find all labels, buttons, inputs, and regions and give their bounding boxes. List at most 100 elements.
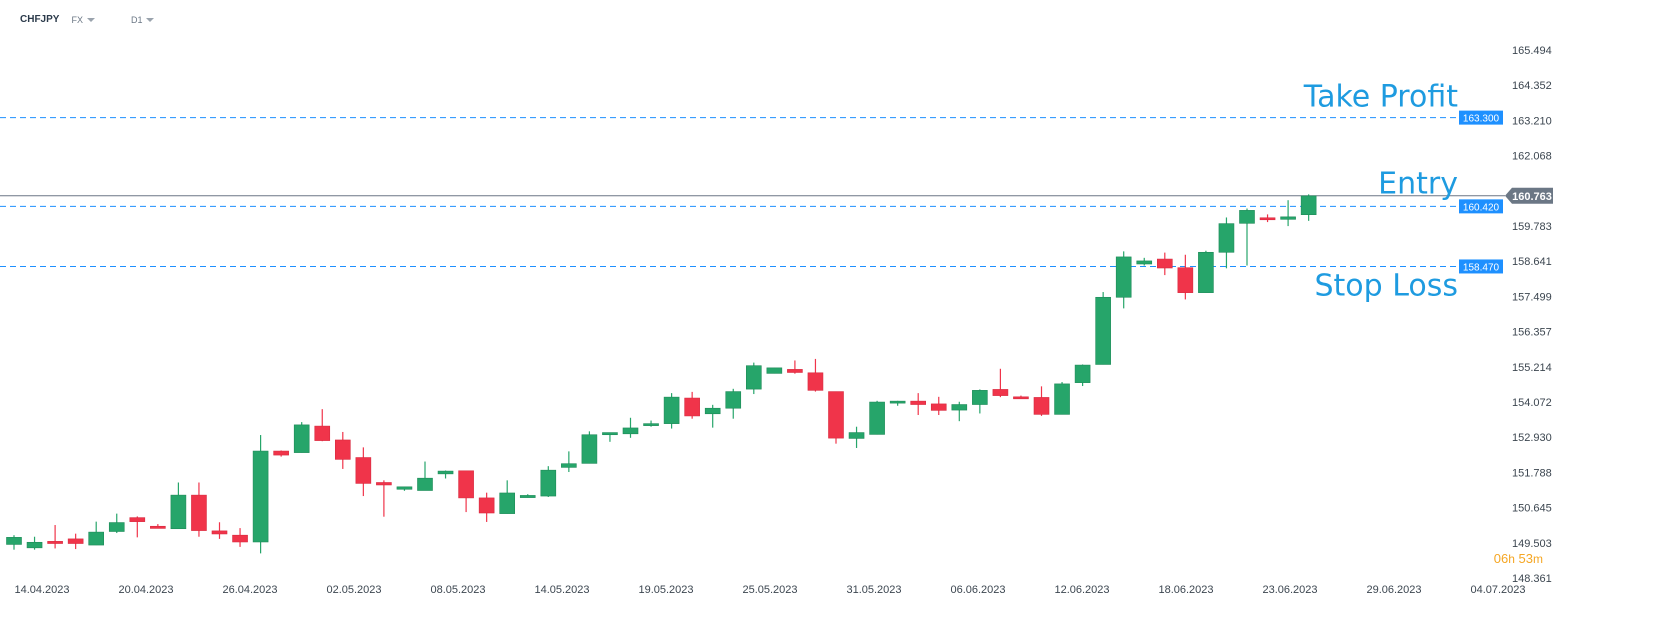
- candle[interactable]: [766, 367, 783, 374]
- x-tick-label: 20.04.2023: [118, 584, 173, 596]
- candle[interactable]: [1280, 200, 1296, 227]
- chart-toolbar: CHFJPY FX D1: [20, 14, 190, 25]
- candle[interactable]: [602, 432, 618, 442]
- x-tick-label: 08.05.2023: [430, 584, 485, 596]
- candle[interactable]: [643, 420, 659, 427]
- candle-body: [766, 367, 783, 374]
- candle[interactable]: [47, 525, 63, 549]
- candle[interactable]: [1300, 194, 1317, 221]
- candle-body: [1198, 251, 1214, 293]
- candle[interactable]: [334, 431, 351, 469]
- candle[interactable]: [458, 470, 474, 513]
- candle[interactable]: [704, 404, 721, 428]
- candle[interactable]: [1115, 251, 1132, 309]
- candle-body: [1157, 258, 1173, 269]
- candle[interactable]: [252, 435, 269, 554]
- candle[interactable]: [150, 524, 166, 529]
- candle[interactable]: [478, 492, 495, 522]
- candle-body: [602, 432, 618, 436]
- candle[interactable]: [1259, 214, 1276, 223]
- candle[interactable]: [684, 391, 700, 419]
- candle[interactable]: [1136, 257, 1153, 266]
- candle[interactable]: [1218, 217, 1235, 269]
- candle[interactable]: [6, 535, 22, 550]
- candle[interactable]: [663, 393, 680, 429]
- candle-body: [437, 470, 454, 475]
- candle[interactable]: [1074, 364, 1091, 387]
- candle[interactable]: [88, 521, 104, 546]
- candle[interactable]: [396, 486, 413, 491]
- candle[interactable]: [273, 450, 289, 457]
- market-selector[interactable]: FX: [71, 14, 83, 25]
- timeframe-selector[interactable]: D1: [130, 14, 143, 25]
- candle[interactable]: [992, 368, 1009, 398]
- candle[interactable]: [191, 482, 207, 537]
- candle[interactable]: [1095, 292, 1111, 365]
- x-tick-label: 26.04.2023: [222, 584, 277, 596]
- candle[interactable]: [828, 391, 844, 444]
- candle-body: [1013, 396, 1029, 400]
- candle[interactable]: [376, 480, 392, 517]
- candle[interactable]: [1198, 250, 1214, 293]
- candle[interactable]: [26, 536, 43, 550]
- candle[interactable]: [1239, 208, 1255, 266]
- countdown-hours: 06: [1493, 551, 1509, 566]
- candle[interactable]: [972, 389, 988, 414]
- x-tick-label: 23.06.2023: [1262, 584, 1317, 596]
- candle[interactable]: [314, 409, 331, 442]
- candle-body: [1259, 217, 1276, 221]
- candle[interactable]: [129, 516, 146, 538]
- candle[interactable]: [170, 482, 187, 530]
- candle[interactable]: [848, 426, 865, 448]
- candle[interactable]: [499, 480, 516, 514]
- candle[interactable]: [787, 360, 803, 374]
- candle[interactable]: [108, 513, 125, 534]
- chevron-down-icon[interactable]: [86, 18, 95, 22]
- y-tick-label: 151.788: [1512, 467, 1552, 479]
- candle[interactable]: [725, 388, 742, 419]
- candle-body: [1095, 296, 1111, 365]
- candle-body: [150, 525, 166, 529]
- candle[interactable]: [1177, 254, 1194, 300]
- level-name-label: Take Profit: [1303, 80, 1459, 115]
- candle[interactable]: [1054, 382, 1070, 415]
- candle[interactable]: [581, 431, 598, 464]
- candle[interactable]: [1013, 395, 1029, 400]
- candle-body: [704, 407, 721, 415]
- candle[interactable]: [293, 422, 310, 453]
- candle[interactable]: [951, 401, 968, 422]
- candle[interactable]: [437, 470, 454, 479]
- candle-body: [26, 541, 43, 549]
- candle-body: [519, 495, 536, 498]
- candle-body: [232, 534, 248, 543]
- y-tick-label: 148.361: [1512, 573, 1552, 585]
- candle-body: [910, 400, 927, 405]
- level-value-text: 160.420: [1463, 202, 1500, 213]
- candle[interactable]: [807, 358, 824, 392]
- candle-body: [930, 403, 947, 411]
- candle[interactable]: [540, 466, 557, 497]
- candle[interactable]: [745, 362, 762, 395]
- candle[interactable]: [232, 528, 248, 547]
- chevron-down-icon[interactable]: [146, 18, 155, 22]
- candle[interactable]: [519, 494, 536, 498]
- candle[interactable]: [889, 400, 906, 406]
- candle[interactable]: [211, 522, 228, 539]
- x-tick-label: 06.06.2023: [950, 584, 1005, 596]
- countdown-minutes-unit: m: [1533, 552, 1543, 566]
- candle[interactable]: [1033, 386, 1050, 416]
- candle[interactable]: [355, 447, 372, 497]
- candle-body: [314, 425, 331, 441]
- candle[interactable]: [67, 533, 84, 550]
- candle[interactable]: [869, 400, 885, 435]
- candle[interactable]: [417, 461, 433, 491]
- candle[interactable]: [1157, 252, 1173, 276]
- candle-body: [828, 391, 844, 439]
- y-tick-label: 157.499: [1512, 291, 1552, 303]
- candle[interactable]: [910, 393, 927, 416]
- candle[interactable]: [561, 451, 577, 473]
- candle[interactable]: [622, 417, 639, 438]
- x-tick-label: 18.06.2023: [1158, 584, 1213, 596]
- candle[interactable]: [930, 396, 947, 416]
